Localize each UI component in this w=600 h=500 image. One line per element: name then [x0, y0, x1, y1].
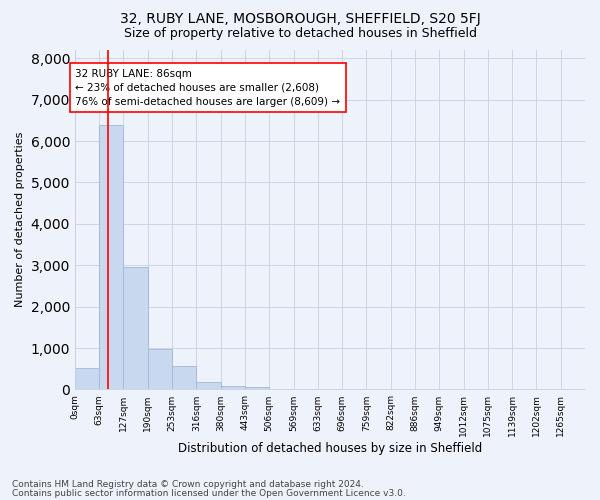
Bar — [221, 386, 245, 390]
Text: Contains public sector information licensed under the Open Government Licence v3: Contains public sector information licen… — [12, 488, 406, 498]
X-axis label: Distribution of detached houses by size in Sheffield: Distribution of detached houses by size … — [178, 442, 482, 455]
Text: Size of property relative to detached houses in Sheffield: Size of property relative to detached ho… — [124, 28, 476, 40]
Bar — [124, 268, 148, 390]
Bar — [196, 382, 221, 390]
Text: Contains HM Land Registry data © Crown copyright and database right 2024.: Contains HM Land Registry data © Crown c… — [12, 480, 364, 489]
Text: 32 RUBY LANE: 86sqm
← 23% of detached houses are smaller (2,608)
76% of semi-det: 32 RUBY LANE: 86sqm ← 23% of detached ho… — [76, 68, 340, 106]
Bar — [99, 124, 124, 390]
Bar — [75, 368, 99, 390]
Bar — [148, 350, 172, 390]
Bar — [172, 366, 196, 390]
Bar — [245, 388, 269, 390]
Text: 32, RUBY LANE, MOSBOROUGH, SHEFFIELD, S20 5FJ: 32, RUBY LANE, MOSBOROUGH, SHEFFIELD, S2… — [119, 12, 481, 26]
Y-axis label: Number of detached properties: Number of detached properties — [15, 132, 25, 308]
